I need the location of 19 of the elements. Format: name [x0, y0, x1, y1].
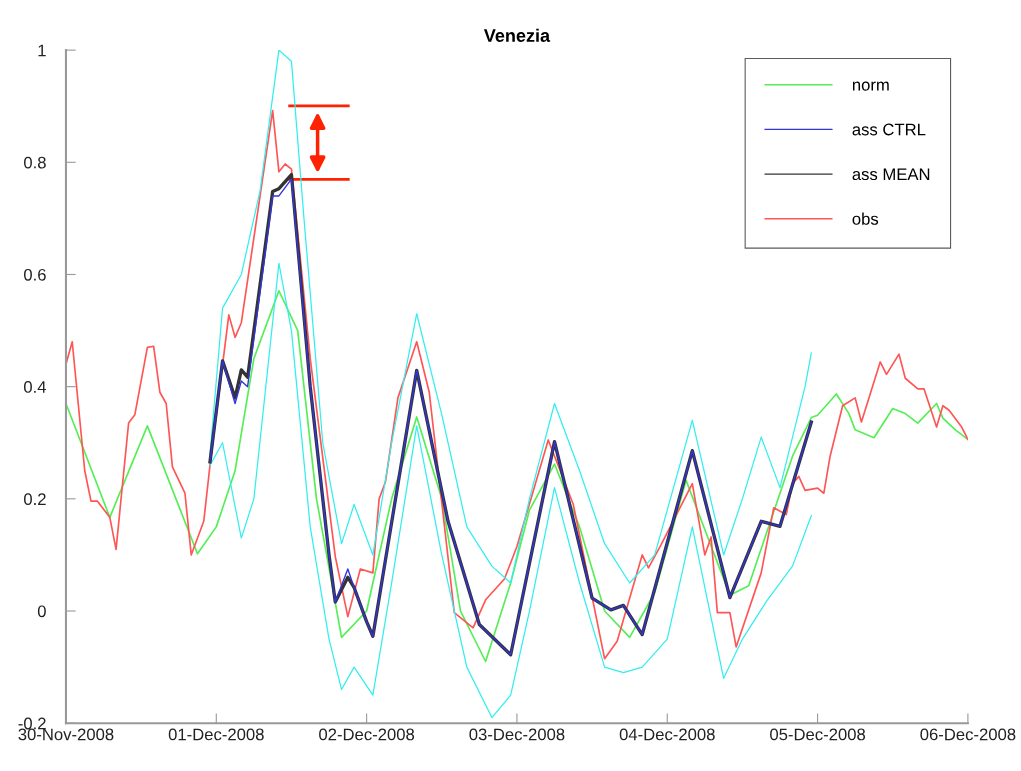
x-tick-label: 01-Dec-2008	[168, 728, 264, 741]
x-tick-label: 03-Dec-2008	[469, 728, 565, 741]
x-tick-label: 06-Dec-2008	[920, 728, 1016, 741]
x-tick-label: 02-Dec-2008	[319, 728, 415, 741]
y-tick-label: 0.8	[24, 156, 46, 169]
x-tick-label: 04-Dec-2008	[619, 728, 715, 741]
legend-label: norm	[852, 81, 889, 91]
y-tick-label: 0.2	[24, 493, 46, 506]
y-tick-label: 0	[37, 605, 46, 618]
x-tick-label: 05-Dec-2008	[770, 728, 866, 741]
chart-title: Venezia	[483, 28, 551, 42]
y-tick-label: 1	[38, 44, 46, 57]
y-tick-label: 0.4	[24, 381, 47, 393]
legend-label: ass MEAN	[852, 168, 930, 181]
legend-label: ass CTRL	[852, 123, 926, 136]
x-tick-label: 30-Nov-2008	[18, 728, 114, 741]
legend-label: obs	[852, 212, 879, 225]
y-tick-label: 0.6	[24, 268, 46, 281]
y-tick-label: -0.2	[18, 717, 46, 730]
